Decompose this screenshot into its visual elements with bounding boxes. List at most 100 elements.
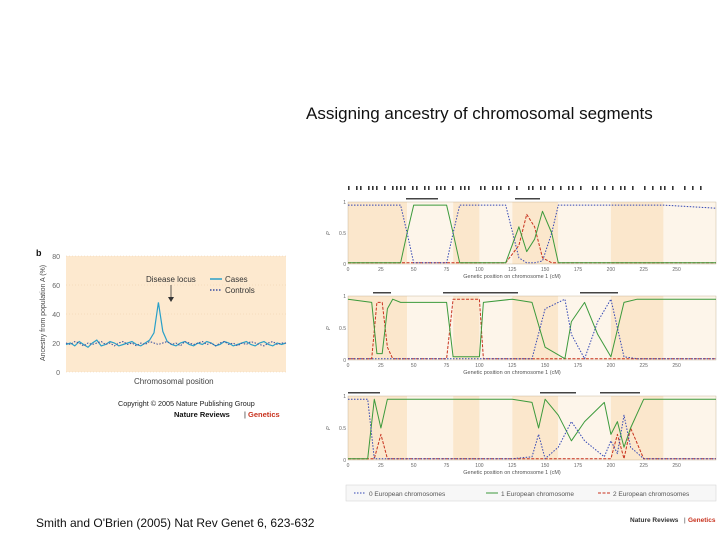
y-axis-label: P	[326, 231, 332, 235]
legend-label-1-european: 1 European chromosome	[501, 491, 574, 498]
x-tick-label: 125	[508, 267, 517, 273]
series-line-cases	[65, 302, 287, 349]
marker-tick	[560, 186, 562, 190]
subplot-2: 0 0.5 1 P 0 25 50 75 100 125 150 175 200 225 250 Geneti…	[326, 292, 717, 376]
footer-journal-section: Genetics	[688, 517, 716, 524]
marker-tick	[540, 186, 542, 190]
series-lines	[65, 302, 287, 349]
marker-tick	[428, 186, 430, 190]
marker-tick	[632, 186, 634, 190]
marker-tick	[528, 186, 530, 190]
marker-tick	[436, 186, 438, 190]
x-tick-label: 0	[347, 267, 350, 273]
shaded-band	[479, 296, 513, 360]
marker-tick	[360, 186, 362, 190]
plot-frame	[347, 395, 717, 461]
y-tick-label: 60	[52, 283, 60, 290]
shaded-band	[663, 202, 716, 264]
marker-tick	[424, 186, 426, 190]
legend-label-0-european: 0 European chromosomes	[369, 491, 446, 498]
y-tick-label: 40	[52, 312, 60, 319]
citation: Smith and O'Brien (2005) Nat Rev Genet 6…	[36, 516, 315, 530]
x-tick-label: 175	[574, 363, 583, 369]
series-line-1-european	[348, 398, 716, 460]
x-axis-label: Genetic position on chromosome 1 (cM)	[463, 274, 561, 280]
x-tick-label: 100	[475, 363, 484, 369]
marker-strip	[348, 186, 702, 190]
segment-bar	[540, 392, 576, 394]
marker-tick	[604, 186, 606, 190]
x-tick-label: 150	[541, 463, 550, 469]
y-tick-label: 20	[52, 341, 60, 348]
journal-separator: |	[244, 410, 246, 419]
marker-tick	[376, 186, 378, 190]
marker-tick	[468, 186, 470, 190]
legend: Cases Controls	[210, 275, 255, 295]
y-tick-label: 1	[343, 294, 346, 300]
segment-bar	[580, 292, 618, 294]
segment-bar	[443, 292, 518, 294]
marker-tick	[552, 186, 554, 190]
y-tick-label: 0.5	[339, 426, 346, 432]
x-tick-label: 25	[378, 363, 384, 369]
subplot-3: 0 0.5 1 P 0 25 50 75 100 125 150 175 200 225 250 Geneti…	[326, 392, 717, 476]
x-tick-label: 0	[347, 363, 350, 369]
marker-tick	[460, 186, 462, 190]
y-tick-label: 0	[343, 358, 346, 364]
x-tick-label: 250	[672, 463, 681, 469]
marker-tick	[480, 186, 482, 190]
x-tick-label: 100	[475, 463, 484, 469]
marker-tick	[484, 186, 486, 190]
marker-tick	[372, 186, 374, 190]
x-axis-label: Chromosomal position	[134, 377, 214, 386]
y-axis-label: P	[326, 426, 332, 430]
x-tick-label: 50	[411, 463, 417, 469]
footer-separator: |	[684, 517, 686, 524]
y-axis-label: Ancestry from population A (%)	[40, 265, 47, 361]
shaded-band	[479, 202, 513, 264]
segment-bar	[600, 392, 640, 394]
shaded-band	[610, 202, 664, 264]
x-tick-label: 225	[640, 463, 649, 469]
y-tick-label: 1	[343, 200, 346, 206]
series-line-0-european	[348, 427, 716, 460]
marker-tick	[620, 186, 622, 190]
x-axis-label: Genetic position on chromosome 1 (cM)	[463, 370, 561, 376]
x-tick-label: 0	[347, 463, 350, 469]
y-tick-label: 0	[343, 458, 346, 464]
x-tick-label: 75	[444, 267, 450, 273]
journal-name: Nature Reviews	[174, 410, 230, 419]
marker-tick	[672, 186, 674, 190]
x-tick-label: 250	[672, 267, 681, 273]
shaded-band	[558, 396, 611, 460]
series-line-2-european	[348, 204, 717, 264]
marker-tick	[612, 186, 614, 190]
shaded-band	[407, 202, 454, 264]
y-tick-label: 0.5	[339, 326, 346, 332]
x-tick-label: 175	[574, 267, 583, 273]
marker-tick	[368, 186, 370, 190]
marker-tick	[384, 186, 386, 190]
shaded-band	[558, 202, 611, 264]
x-axis-label: Genetic position on chromosome 1 (cM)	[463, 470, 561, 476]
series-line-controls	[65, 340, 286, 347]
segment-bar	[406, 198, 438, 200]
marker-tick	[400, 186, 402, 190]
x-tick-label: 200	[607, 463, 616, 469]
shaded-band	[407, 296, 454, 360]
marker-tick	[500, 186, 502, 190]
shaded-band	[453, 296, 480, 360]
panel-label: b	[36, 248, 42, 258]
series-line-2-european	[348, 298, 716, 360]
legend-label-cases: Cases	[225, 275, 248, 284]
marker-tick	[580, 186, 582, 190]
y-axis-ticks: 0 20 40 60 80	[52, 254, 60, 377]
shaded-band	[512, 202, 559, 264]
marker-tick	[652, 186, 654, 190]
x-tick-label: 25	[378, 267, 384, 273]
shaded-band	[453, 202, 480, 264]
segment-bar	[515, 198, 540, 200]
x-tick-label: 100	[475, 267, 484, 273]
